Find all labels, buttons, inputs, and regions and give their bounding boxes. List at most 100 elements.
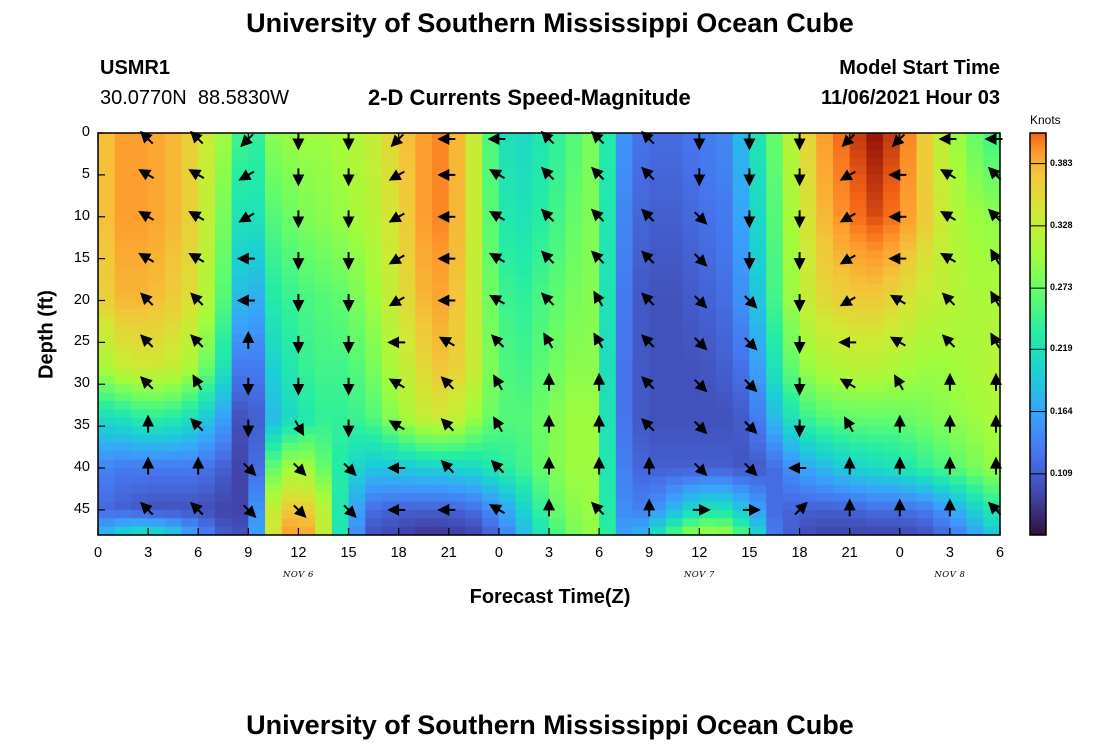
heatmap-cell bbox=[148, 518, 166, 528]
heatmap-cell bbox=[381, 191, 400, 201]
heatmap-cell bbox=[949, 401, 968, 410]
heatmap-cell bbox=[164, 426, 183, 436]
heatmap-cell bbox=[816, 267, 834, 276]
heatmap-cell bbox=[565, 216, 583, 226]
heatmap-cell bbox=[949, 200, 968, 209]
heatmap-cell bbox=[348, 384, 366, 394]
heatmap-cell bbox=[949, 292, 968, 302]
heatmap-cell bbox=[716, 317, 734, 327]
colorbar-tick-label: 0.328 bbox=[1050, 219, 1073, 230]
heatmap-cell bbox=[98, 133, 116, 142]
heatmap-cell bbox=[398, 350, 416, 360]
heatmap-cell bbox=[365, 133, 383, 142]
y-tick-label: 40 bbox=[73, 459, 90, 475]
heatmap-cell bbox=[849, 401, 867, 410]
heatmap-cell bbox=[164, 166, 183, 176]
current-vector bbox=[188, 252, 205, 265]
heatmap-cell bbox=[331, 216, 350, 226]
heatmap-cell bbox=[532, 409, 550, 419]
heatmap-cell bbox=[114, 409, 132, 419]
heatmap-cell bbox=[549, 451, 567, 461]
heatmap-cell bbox=[799, 308, 817, 318]
heatmap-cell bbox=[331, 149, 350, 159]
heatmap-cell bbox=[198, 367, 216, 377]
heatmap-cell bbox=[482, 409, 500, 419]
heatmap-cell bbox=[732, 434, 751, 444]
heatmap-cell bbox=[866, 451, 884, 461]
heatmap-cell bbox=[933, 392, 951, 402]
heatmap-cell bbox=[899, 459, 918, 469]
heatmap-cell bbox=[615, 434, 634, 444]
heatmap-cell bbox=[949, 275, 968, 285]
heatmap-cell bbox=[214, 526, 233, 536]
heatmap-cell bbox=[398, 417, 416, 427]
heatmap-cell bbox=[966, 325, 984, 335]
heatmap-cell bbox=[281, 166, 300, 176]
heatmap-cell bbox=[916, 208, 934, 218]
heatmap-cell bbox=[398, 426, 416, 436]
heatmap-cell bbox=[231, 208, 249, 218]
heatmap-cell bbox=[782, 367, 801, 377]
heatmap-cell bbox=[281, 325, 300, 335]
heatmap-cell bbox=[331, 225, 350, 235]
heatmap-cell bbox=[549, 174, 567, 184]
current-vector bbox=[641, 208, 655, 223]
heatmap-cell bbox=[265, 149, 283, 159]
heatmap-cell bbox=[532, 401, 550, 410]
heatmap-cell bbox=[515, 501, 533, 511]
heatmap-cell bbox=[98, 451, 116, 461]
heatmap-cell bbox=[365, 384, 383, 394]
heatmap-cell bbox=[532, 468, 550, 477]
heatmap-cell bbox=[448, 451, 467, 461]
heatmap-cell bbox=[148, 300, 166, 310]
heatmap-cell bbox=[966, 384, 984, 394]
heatmap-cell bbox=[549, 250, 567, 260]
heatmap-cell bbox=[983, 518, 1001, 528]
heatmap-cell bbox=[98, 241, 116, 251]
heatmap-cell bbox=[298, 300, 316, 310]
heatmap-cell bbox=[682, 493, 700, 503]
heatmap-cell bbox=[732, 200, 751, 209]
heatmap-cell bbox=[148, 233, 166, 243]
heatmap-cell bbox=[599, 317, 617, 327]
heatmap-cell bbox=[782, 375, 801, 385]
heatmap-cell bbox=[532, 476, 550, 486]
heatmap-cell bbox=[582, 434, 600, 444]
heatmap-cell bbox=[832, 493, 851, 503]
heatmap-cell bbox=[448, 484, 467, 494]
current-vector bbox=[190, 292, 204, 306]
heatmap-cell bbox=[766, 300, 784, 310]
heatmap-cell bbox=[365, 275, 383, 285]
heatmap-cell bbox=[114, 325, 132, 335]
heatmap-cell bbox=[365, 375, 383, 385]
heatmap-cell bbox=[315, 417, 333, 427]
heatmap-cell bbox=[298, 493, 316, 503]
heatmap-cell bbox=[381, 384, 400, 394]
heatmap-cell bbox=[599, 200, 617, 209]
heatmap-cell bbox=[98, 476, 116, 486]
heatmap-cell bbox=[465, 258, 483, 268]
heatmap-cell bbox=[866, 275, 884, 285]
heatmap-cell bbox=[749, 493, 767, 503]
heatmap-cell bbox=[114, 484, 132, 494]
heatmap-cell bbox=[381, 342, 400, 352]
heatmap-cell bbox=[98, 292, 116, 302]
heatmap-cell bbox=[832, 409, 851, 419]
heatmap-cell bbox=[148, 426, 166, 436]
heatmap-cell bbox=[415, 501, 433, 511]
heatmap-cell bbox=[248, 342, 266, 352]
heatmap-cell bbox=[98, 275, 116, 285]
heatmap-cell bbox=[381, 158, 400, 168]
heatmap-cell bbox=[265, 468, 283, 477]
current-vector bbox=[641, 166, 655, 181]
current-vector bbox=[839, 295, 856, 307]
heatmap-cell bbox=[665, 342, 684, 352]
heatmap-cell bbox=[816, 367, 834, 377]
y-axis-label: Depth (ft) bbox=[35, 290, 58, 379]
heatmap-cell bbox=[649, 518, 667, 528]
heatmap-cell bbox=[415, 476, 433, 486]
heatmap-cell bbox=[432, 476, 450, 486]
heatmap-cell bbox=[98, 158, 116, 168]
current-vector bbox=[440, 376, 455, 390]
heatmap-cell bbox=[98, 484, 116, 494]
